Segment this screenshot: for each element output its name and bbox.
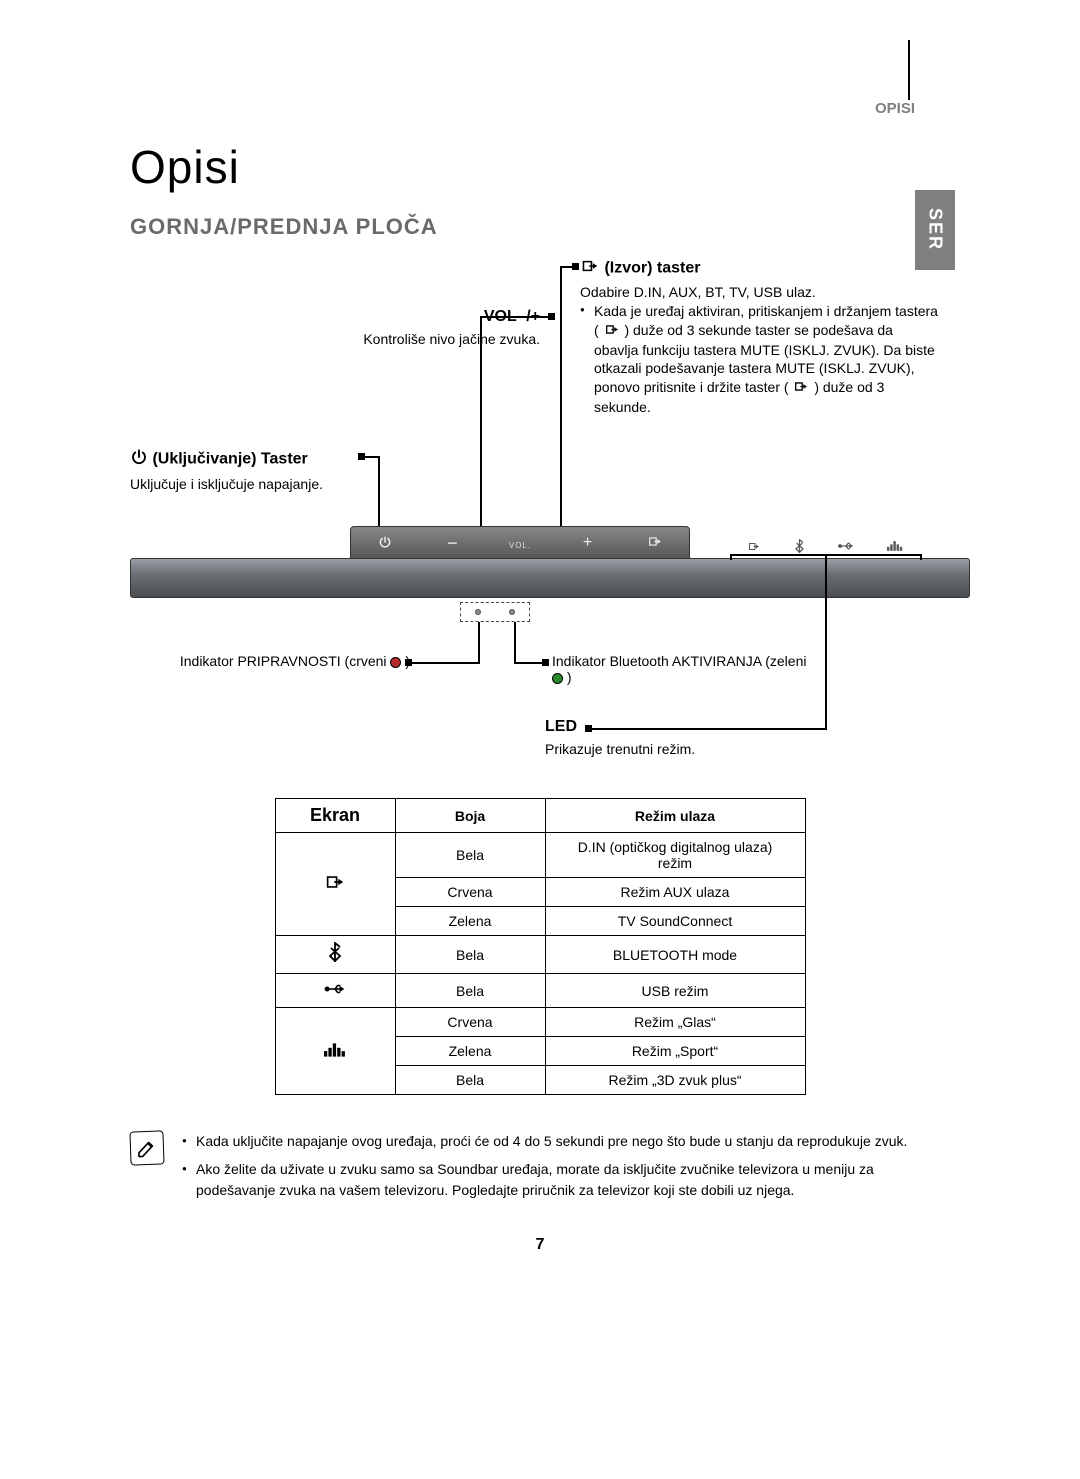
col-header-color: Boja: [395, 799, 545, 833]
leader-line: [480, 316, 550, 318]
bt-led: [509, 609, 515, 615]
callout-bt-suffix: ): [567, 669, 572, 685]
bluetooth-icon: [794, 539, 805, 556]
col-header-mode: Režim ulaza: [545, 799, 805, 833]
callout-bt-prefix: Indikator Bluetooth AKTIVIRANJA (zeleni: [552, 653, 806, 669]
page-title: Opisi: [130, 140, 950, 194]
table-cell-mode: TV SoundConnect: [545, 907, 805, 936]
table-cell-mode: Režim „Sport“: [545, 1037, 805, 1066]
red-dot-icon: [390, 657, 401, 668]
vol-down-button[interactable]: −: [425, 533, 479, 554]
table-icon-source: [275, 833, 395, 936]
leader-line: [410, 662, 480, 664]
callout-led-body: Prikazuje trenutni režim.: [545, 740, 695, 759]
table-icon-usb: [275, 974, 395, 1008]
power-icon: [130, 448, 148, 471]
table-row: Bela USB režim: [275, 974, 805, 1008]
page-number: 7: [130, 1236, 950, 1254]
page-subtitle: GORNJA/PREDNJA PLOČA: [130, 214, 950, 240]
leader-dot: [358, 453, 365, 460]
vol-label: VOL.: [509, 541, 531, 550]
leader-line: [730, 554, 732, 560]
leader-line: [478, 622, 480, 662]
table-cell-color: Crvena: [395, 1008, 545, 1037]
usb-icon: [838, 539, 854, 555]
table-cell-mode: BLUETOOTH mode: [545, 936, 805, 974]
table-cell-color: Bela: [395, 833, 545, 878]
sound-effect-icon: [887, 539, 903, 555]
leader-line: [560, 266, 574, 268]
leader-dot: [542, 659, 549, 666]
table-row: Bela BLUETOOTH mode: [275, 936, 805, 974]
callout-vol: VOL -/+ Kontroliše nivo jačine zvuka.: [280, 308, 540, 349]
callout-standby-indicator: Indikator PRIPRAVNOSTI (crveni ): [140, 653, 410, 669]
table-cell-mode: Režim AUX ulaza: [545, 878, 805, 907]
table-row: Bela D.IN (optičkog digitalnog ulaza) re…: [275, 833, 805, 878]
callout-source-title: (Izvor) taster: [604, 260, 700, 277]
note-item: Ako želite da uživate u zvuku samo sa So…: [182, 1159, 950, 1200]
callout-led: LED Prikazuje trenutni režim.: [545, 718, 695, 759]
source-icon: [580, 258, 600, 279]
section-label: OPISI: [875, 100, 915, 117]
note-icon: [129, 1130, 164, 1165]
table-cell-mode: D.IN (optičkog digitalnog ulaza) režim: [545, 833, 805, 878]
table-header-row: Ekran Boja Režim ulaza: [275, 799, 805, 833]
callout-standby-prefix: Indikator PRIPRAVNOSTI (crveni: [180, 653, 391, 669]
leader-line: [480, 316, 482, 528]
col-header-screen: Ekran: [275, 799, 395, 833]
table-row: Crvena Režim „Glas“: [275, 1008, 805, 1037]
callout-source: (Izvor) taster Odabire D.IN, AUX, BT, TV…: [580, 258, 940, 417]
leader-line: [730, 554, 920, 556]
table-cell-color: Zelena: [395, 1037, 545, 1066]
callout-source-line1: Odabire D.IN, AUX, BT, TV, USB ulaz.: [580, 283, 940, 302]
front-panel-diagram: (Izvor) taster Odabire D.IN, AUX, BT, TV…: [130, 258, 950, 788]
table-icon-bluetooth: [275, 936, 395, 974]
leader-line: [825, 554, 827, 728]
led-mode-table: Ekran Boja Režim ulaza Bela D.IN (optičk…: [275, 798, 806, 1095]
source-icon: [792, 379, 810, 398]
callout-power-body: Uključuje i isključuje napajanje.: [130, 475, 400, 494]
callout-bt-indicator: Indikator Bluetooth AKTIVIRANJA (zeleni …: [552, 653, 812, 685]
top-corner-rule: [908, 40, 910, 100]
vol-up-button[interactable]: +: [561, 534, 615, 552]
table-cell-color: Bela: [395, 936, 545, 974]
leader-line: [560, 266, 562, 528]
table-cell-mode: Režim „Glas“: [545, 1008, 805, 1037]
notes-section: Kada uključite napajanje ovog uređaja, p…: [130, 1131, 950, 1208]
table-cell-color: Crvena: [395, 878, 545, 907]
table-icon-sound-effect: [275, 1008, 395, 1095]
leader-line: [920, 554, 922, 560]
callout-standby-suffix: ): [405, 653, 410, 669]
table-cell-mode: USB režim: [545, 974, 805, 1008]
source-icon: [747, 539, 761, 555]
note-item: Kada uključite napajanje ovog uređaja, p…: [182, 1131, 950, 1151]
leader-line: [378, 456, 380, 528]
green-dot-icon: [552, 673, 563, 684]
standby-led: [475, 609, 481, 615]
callout-led-title: LED: [545, 718, 695, 736]
table-cell-mode: Režim „3D zvuk plus“: [545, 1066, 805, 1095]
soundbar-body: [130, 558, 970, 598]
table-cell-color: Bela: [395, 1066, 545, 1095]
source-button[interactable]: [628, 535, 682, 551]
table-cell-color: Bela: [395, 974, 545, 1008]
power-button[interactable]: [358, 535, 412, 552]
table-cell-color: Zelena: [395, 907, 545, 936]
source-icon: [603, 322, 621, 341]
standby-bt-indicators: [460, 602, 530, 622]
callout-vol-body: Kontroliše nivo jačine zvuka.: [280, 330, 540, 349]
control-pad: − VOL. +: [350, 526, 690, 560]
leader-line: [514, 662, 544, 664]
leader-line: [514, 622, 516, 662]
callout-power-title: (Uključivanje) Taster: [152, 451, 307, 468]
